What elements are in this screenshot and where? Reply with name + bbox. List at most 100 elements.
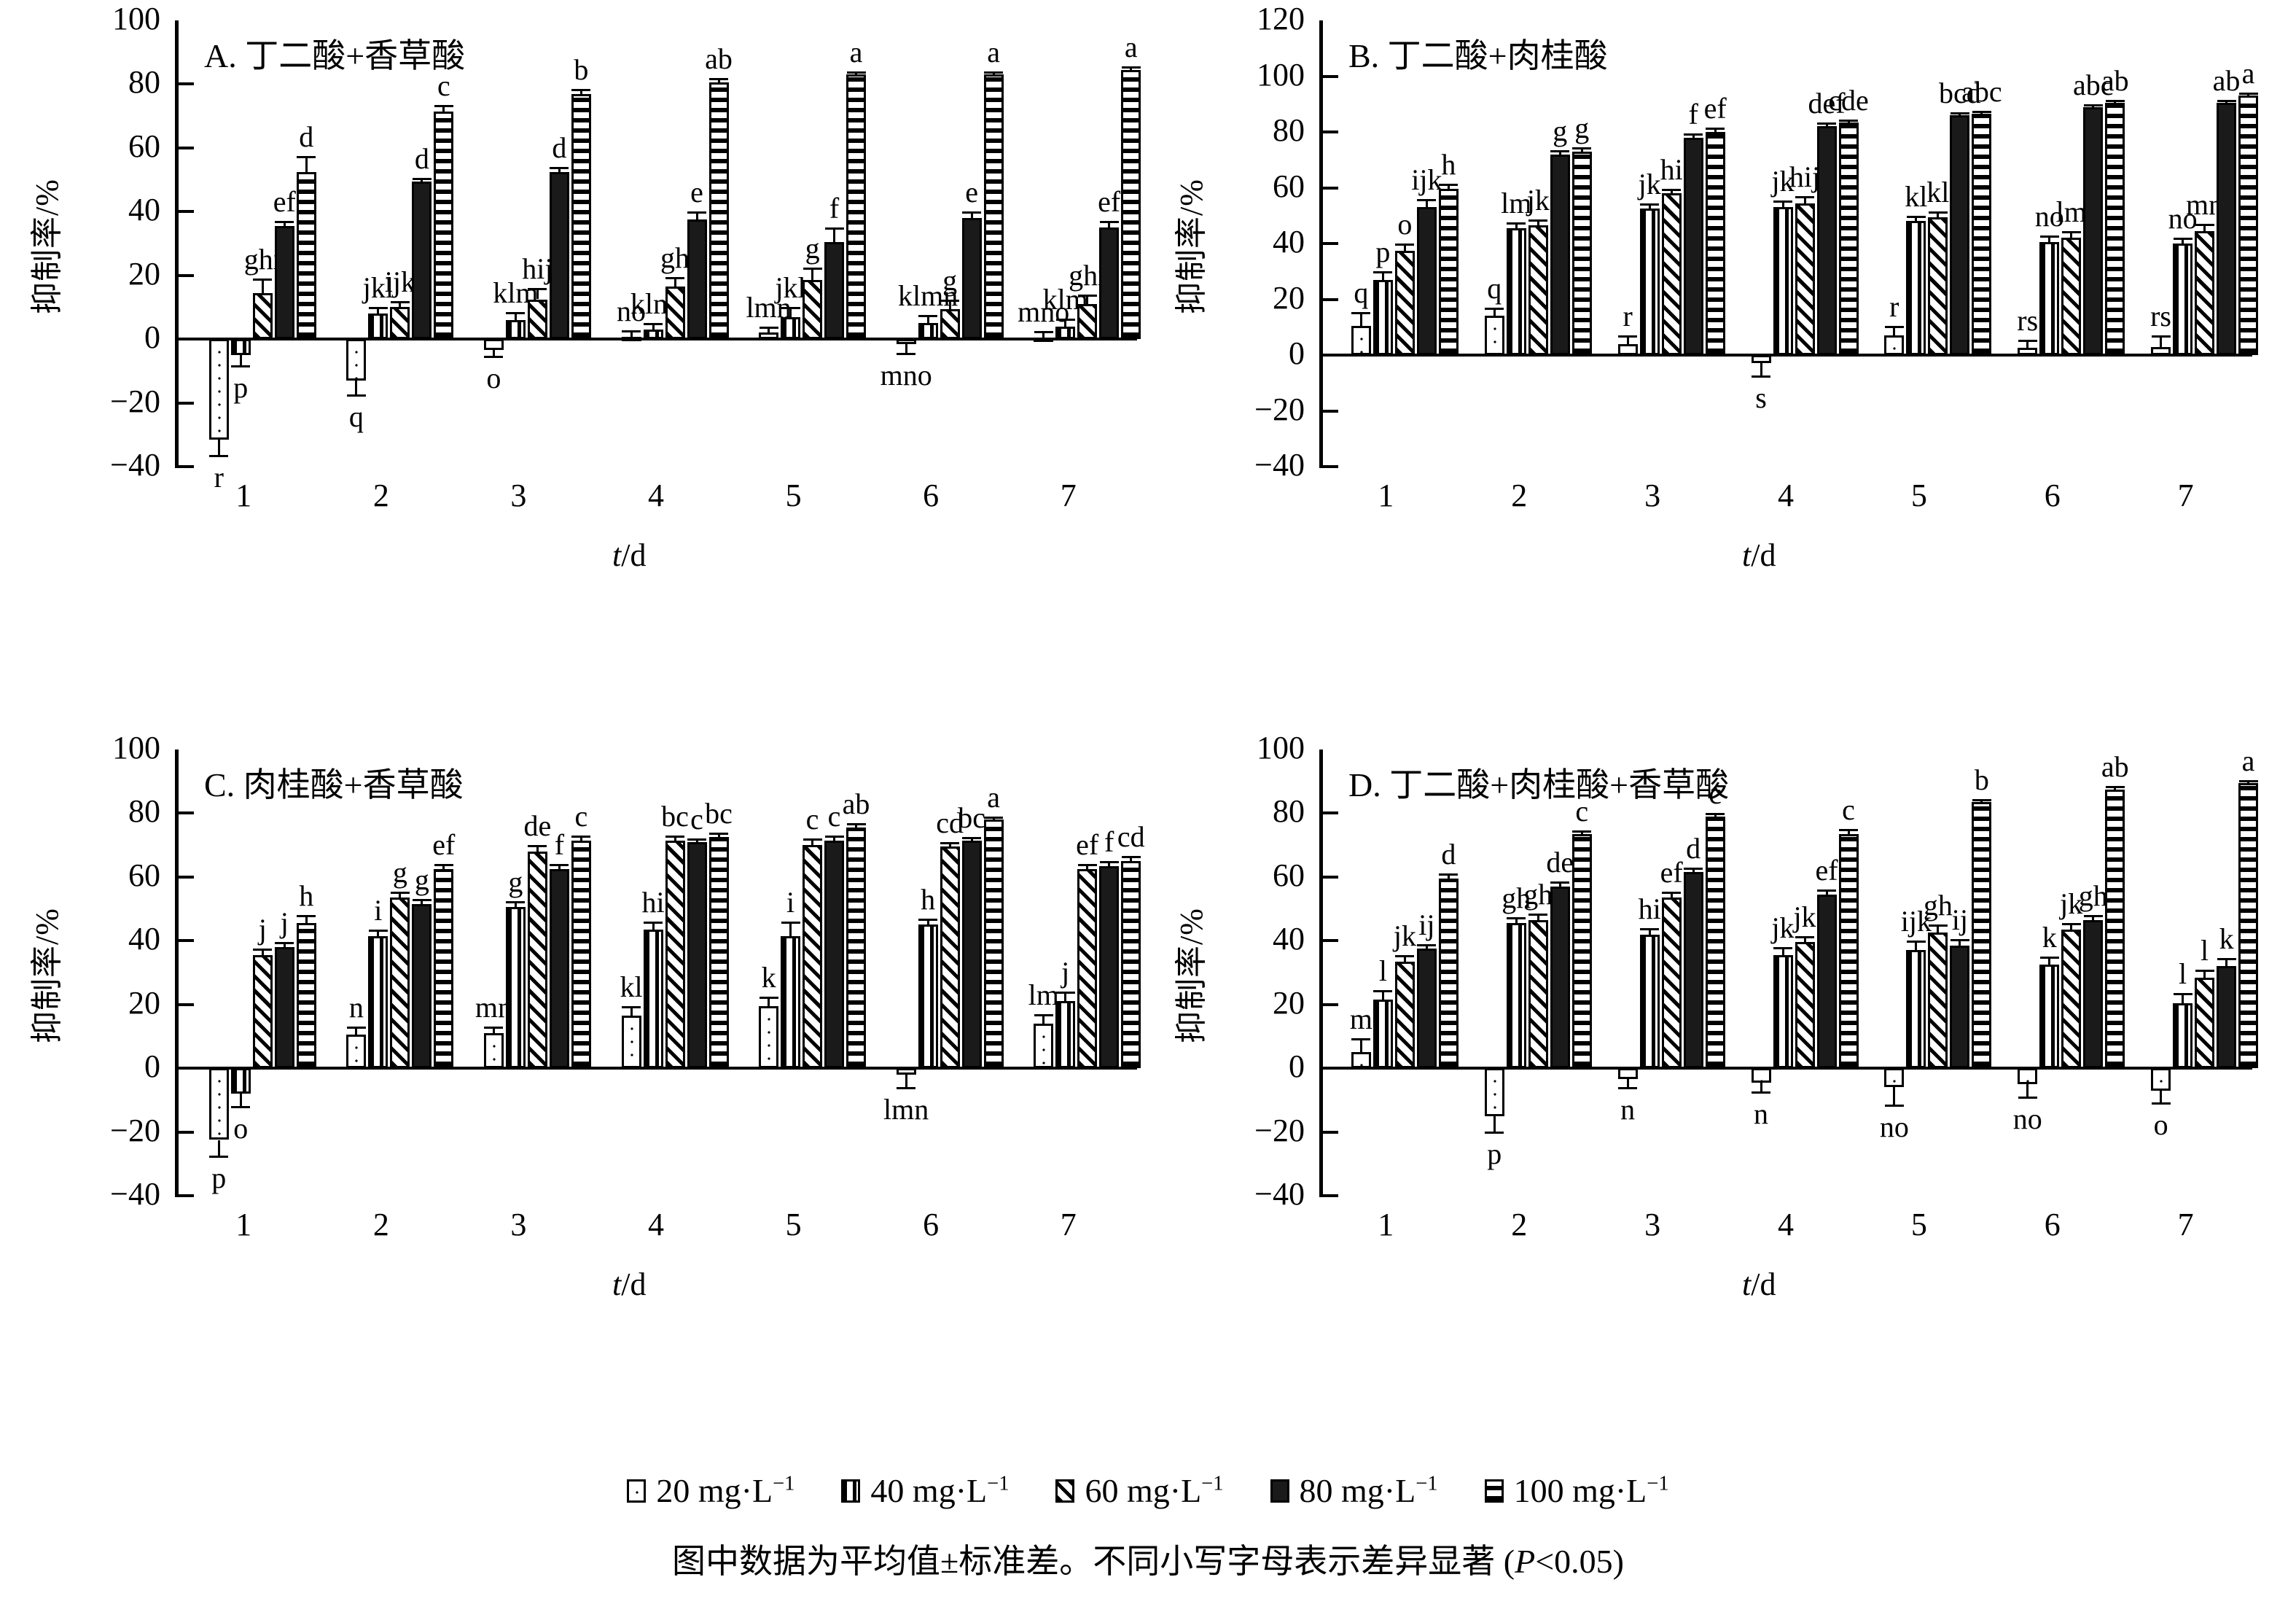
error-bar [1648,203,1651,209]
error-bar-cap [1752,375,1770,378]
error-bar-cap [2061,923,2081,926]
bar-a-d3-s5 [571,93,591,340]
significance-letter: no [1879,1110,1909,1143]
error-bar [2048,957,2051,965]
bar-a-d3-s4 [549,171,569,340]
significance-letter: f [1104,825,1114,858]
error-bar [833,836,836,841]
y-tick-label: 40 [1273,224,1305,260]
bar-a-d5-s1 [759,332,779,340]
error-bar [2070,923,2073,930]
plot-area-d [1319,750,2252,1196]
legend-label: 100 mg·L−1 [1513,1472,1669,1509]
error-bar-cap [412,899,432,902]
x-axis-label: t/d [1742,537,1776,573]
bar-b-d7-s2 [2173,244,2193,355]
y-axis-label: 抑制率/% [1174,179,1209,314]
legend-label: 60 mg·L−1 [1085,1472,1224,1509]
error-bar-cap [781,922,800,924]
panel-title: A. 丁二酸+香草酸 [204,37,466,74]
error-bar-cap [1662,891,1682,894]
error-bar [1515,916,1518,924]
bar-c-d3-s4 [549,868,569,1069]
significance-letter: gh [2078,879,2108,913]
error-bar-cap [1099,221,1119,224]
bar-d-d5-s2 [1906,950,1926,1069]
significance-letter: ef [273,185,296,219]
x-tick-label: 3 [1644,1207,1661,1242]
bar-b-d7-s4 [2217,102,2237,355]
y-axis-label: 抑制率/% [29,179,65,314]
panel-title: C. 肉桂酸+香草酸 [204,766,464,803]
significance-letter: c [1575,795,1589,828]
error-bar-cap [1351,311,1371,314]
bar-d-d6-s5 [2105,789,2125,1069]
bar-d-d6-s2 [2039,965,2060,1069]
significance-letter: p [211,1161,227,1194]
significance-letter: m [1349,1002,1372,1035]
x-tick-label: 4 [1777,1207,1794,1242]
error-bar-cap [2217,958,2236,961]
error-bar [1403,244,1406,251]
bar-a-d7-s4 [1099,227,1120,340]
significance-letter: r [1623,300,1633,333]
bar-b-d3-s5 [1705,132,1725,355]
error-bar-cap [803,267,822,270]
bar-d-d4-s5 [1838,833,1859,1069]
significance-letter: o [233,1111,249,1145]
error-bar-cap [297,915,316,918]
significance-letter: jk [1771,911,1795,945]
significance-letter: gh [1502,881,1531,914]
legend-item-dotted: 20 mg·L−1 [627,1471,794,1510]
significance-letter: g [805,231,820,265]
y-axis-label: 抑制率/% [29,908,65,1043]
significance-letter: g [1574,112,1590,145]
error-bar [1803,195,1806,203]
significance-letter: jk [1526,184,1550,217]
error-bar-cap [1884,325,1904,328]
significance-letter: r [1889,289,1899,323]
significance-letter: a [2241,744,2255,777]
bar-d-d2-s3 [1528,919,1548,1069]
y-tick-mark [175,811,194,815]
error-bar-cap [644,922,663,924]
bar-b-d1-s4 [1416,207,1437,355]
error-bar-cap [846,71,866,74]
significance-letter: l [2201,933,2209,967]
error-bar [2026,1084,2029,1099]
error-bar [217,1140,220,1158]
error-bar [442,864,445,869]
bar-b-d4-s4 [1816,126,1837,355]
error-bar [1130,856,1133,861]
y-tick-label: 20 [128,984,160,1021]
significance-letter: c [1842,793,1855,827]
significance-letter: e [965,176,979,209]
error-bar [926,918,929,925]
error-bar-cap [759,996,778,999]
error-bar [283,221,286,226]
bar-d-d2-s1 [1484,1068,1504,1116]
bar-a-d5-s5 [846,74,867,340]
error-bar [1937,211,1940,217]
bar-d-d2-s5 [1571,833,1592,1069]
significance-letter: p [1375,235,1391,269]
bar-b-d3-s1 [1617,343,1638,355]
error-bar-cap [1417,198,1437,201]
significance-letter: f [829,192,840,225]
significance-letter: i [786,886,795,919]
error-bar [1447,873,1450,879]
error-bar [768,326,770,333]
error-bar-cap [1507,916,1526,919]
bar-c-d2-s5 [434,868,454,1069]
y-tick-label: 20 [1273,279,1305,316]
y-tick-label: 120 [1257,1,1305,36]
x-tick-label: 4 [647,478,664,513]
significance-letter: gh [1923,889,1953,922]
bar-a-d6-s5 [983,74,1004,340]
bar-d-d2-s2 [1506,923,1526,1069]
y-tick-mark [175,939,194,943]
bar-b-d6-s2 [2039,242,2060,355]
significance-letter: hi [1660,153,1683,187]
error-bar-cap [346,1027,366,1029]
bar-b-d5-s5 [1972,114,1992,355]
